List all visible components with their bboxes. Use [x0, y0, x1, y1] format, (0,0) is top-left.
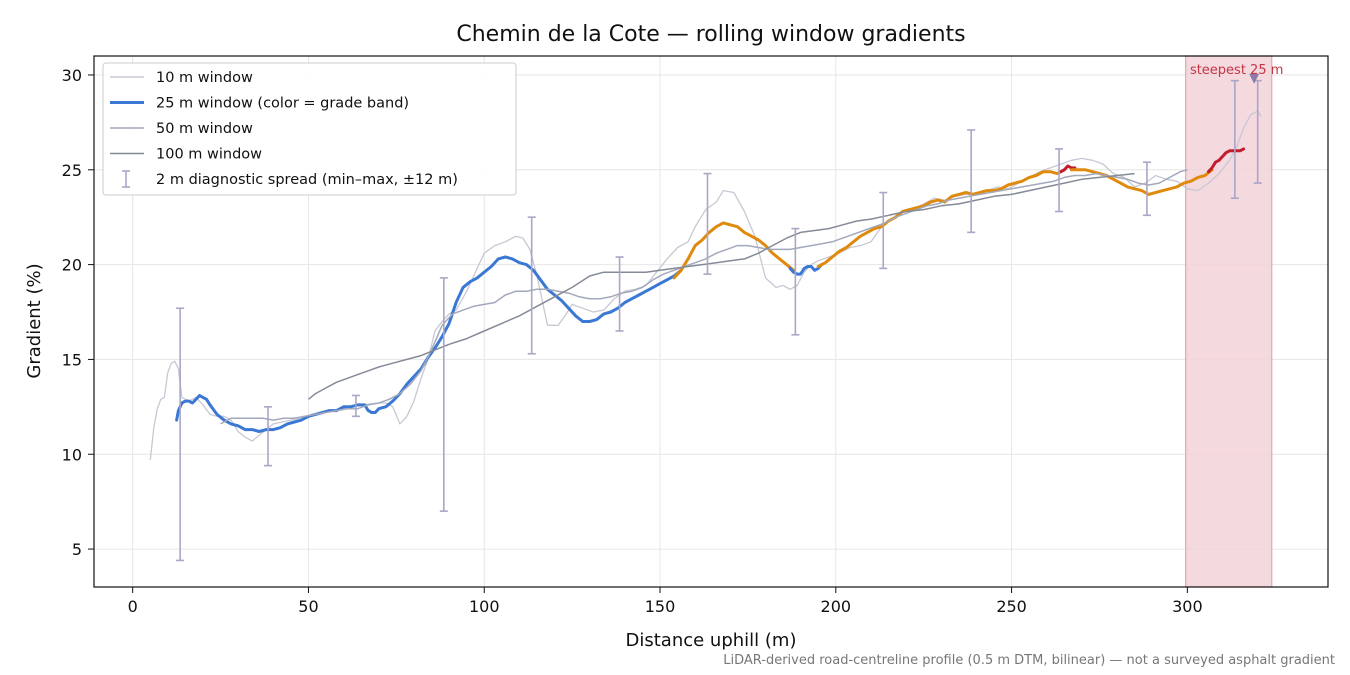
steepest-annotation: steepest 25 m [1190, 63, 1283, 78]
series-25m-segment-orange [816, 168, 1066, 268]
series-25m-segment-orange [1069, 168, 1214, 196]
footnote: LiDAR-derived road-centreline profile (0… [723, 653, 1335, 668]
spread-bar [351, 394, 360, 418]
legend-entry-w100: 100 m window [110, 147, 262, 163]
legend-label: 25 m window (color = grade band) [156, 96, 409, 112]
legend: 10 m window 25 m window (color = grade ba… [102, 62, 517, 196]
x-tick-label: 200 [821, 597, 852, 616]
legend-entry-spread: 2 m diagnostic spread (min–max, ±12 m) [122, 170, 458, 188]
series-line-w100 [308, 172, 1135, 400]
steepest-band [1185, 55, 1273, 588]
steepest-highlight [1185, 55, 1273, 588]
y-tick-label: 15 [62, 350, 82, 369]
spread-bar [967, 129, 976, 234]
series-layer [149, 110, 1262, 460]
spread-bar [1055, 148, 1064, 213]
series-line-w50 [220, 169, 1188, 425]
x-tick-label: 150 [645, 597, 676, 616]
y-tick-label: 30 [62, 66, 82, 85]
spread-bar [176, 307, 185, 562]
x-tick-label: 50 [298, 597, 318, 616]
legend-frame [102, 62, 517, 196]
chart-title: Chemin de la Cote — rolling window gradi… [456, 22, 965, 47]
series-25m-segment-orange [672, 221, 796, 280]
legend-label: 100 m window [156, 147, 262, 163]
y-axis-label: Gradient (%) [24, 263, 45, 378]
spread-bar [527, 216, 536, 355]
series-line-w10 [149, 110, 1262, 460]
steepest-marker [1249, 73, 1260, 84]
spread-bar [703, 172, 712, 275]
legend-label: 50 m window [156, 121, 253, 137]
spread-bar [1230, 79, 1239, 200]
legend-label: 10 m window [156, 70, 253, 86]
spread-bar [879, 191, 888, 270]
legend-entry-w50: 50 m window [110, 121, 253, 137]
spread-bar [264, 406, 273, 467]
legend-entry-w25: 25 m window (color = grade band) [110, 96, 409, 112]
y-tick-label: 25 [62, 161, 82, 180]
x-axis-label: Distance uphill (m) [626, 630, 797, 651]
axes: 0 50 100 150 200 250 300 5 10 15 20 25 30 [62, 55, 1329, 616]
spread-bar [791, 227, 800, 336]
x-tick-label: 100 [469, 597, 500, 616]
legend-label: 2 m diagnostic spread (min–max, ±12 m) [156, 172, 458, 188]
y-tick-label: 10 [62, 445, 82, 464]
spread-bar [615, 256, 624, 332]
x-tick-label: 300 [1172, 597, 1203, 616]
spread-bars: steepest 25 m [176, 63, 1283, 562]
series-25m-segment-red [1059, 164, 1077, 174]
legend-entry-w10: 10 m window [110, 70, 253, 86]
spread-bar [1142, 161, 1151, 217]
y-tick-label: 5 [72, 540, 82, 559]
spread-bar [439, 277, 448, 512]
x-tick-label: 0 [128, 597, 138, 616]
plot-frame [93, 55, 1329, 588]
x-tick-label: 250 [996, 597, 1027, 616]
series-25m-segment-red [1207, 147, 1246, 174]
y-tick-label: 20 [62, 256, 82, 275]
